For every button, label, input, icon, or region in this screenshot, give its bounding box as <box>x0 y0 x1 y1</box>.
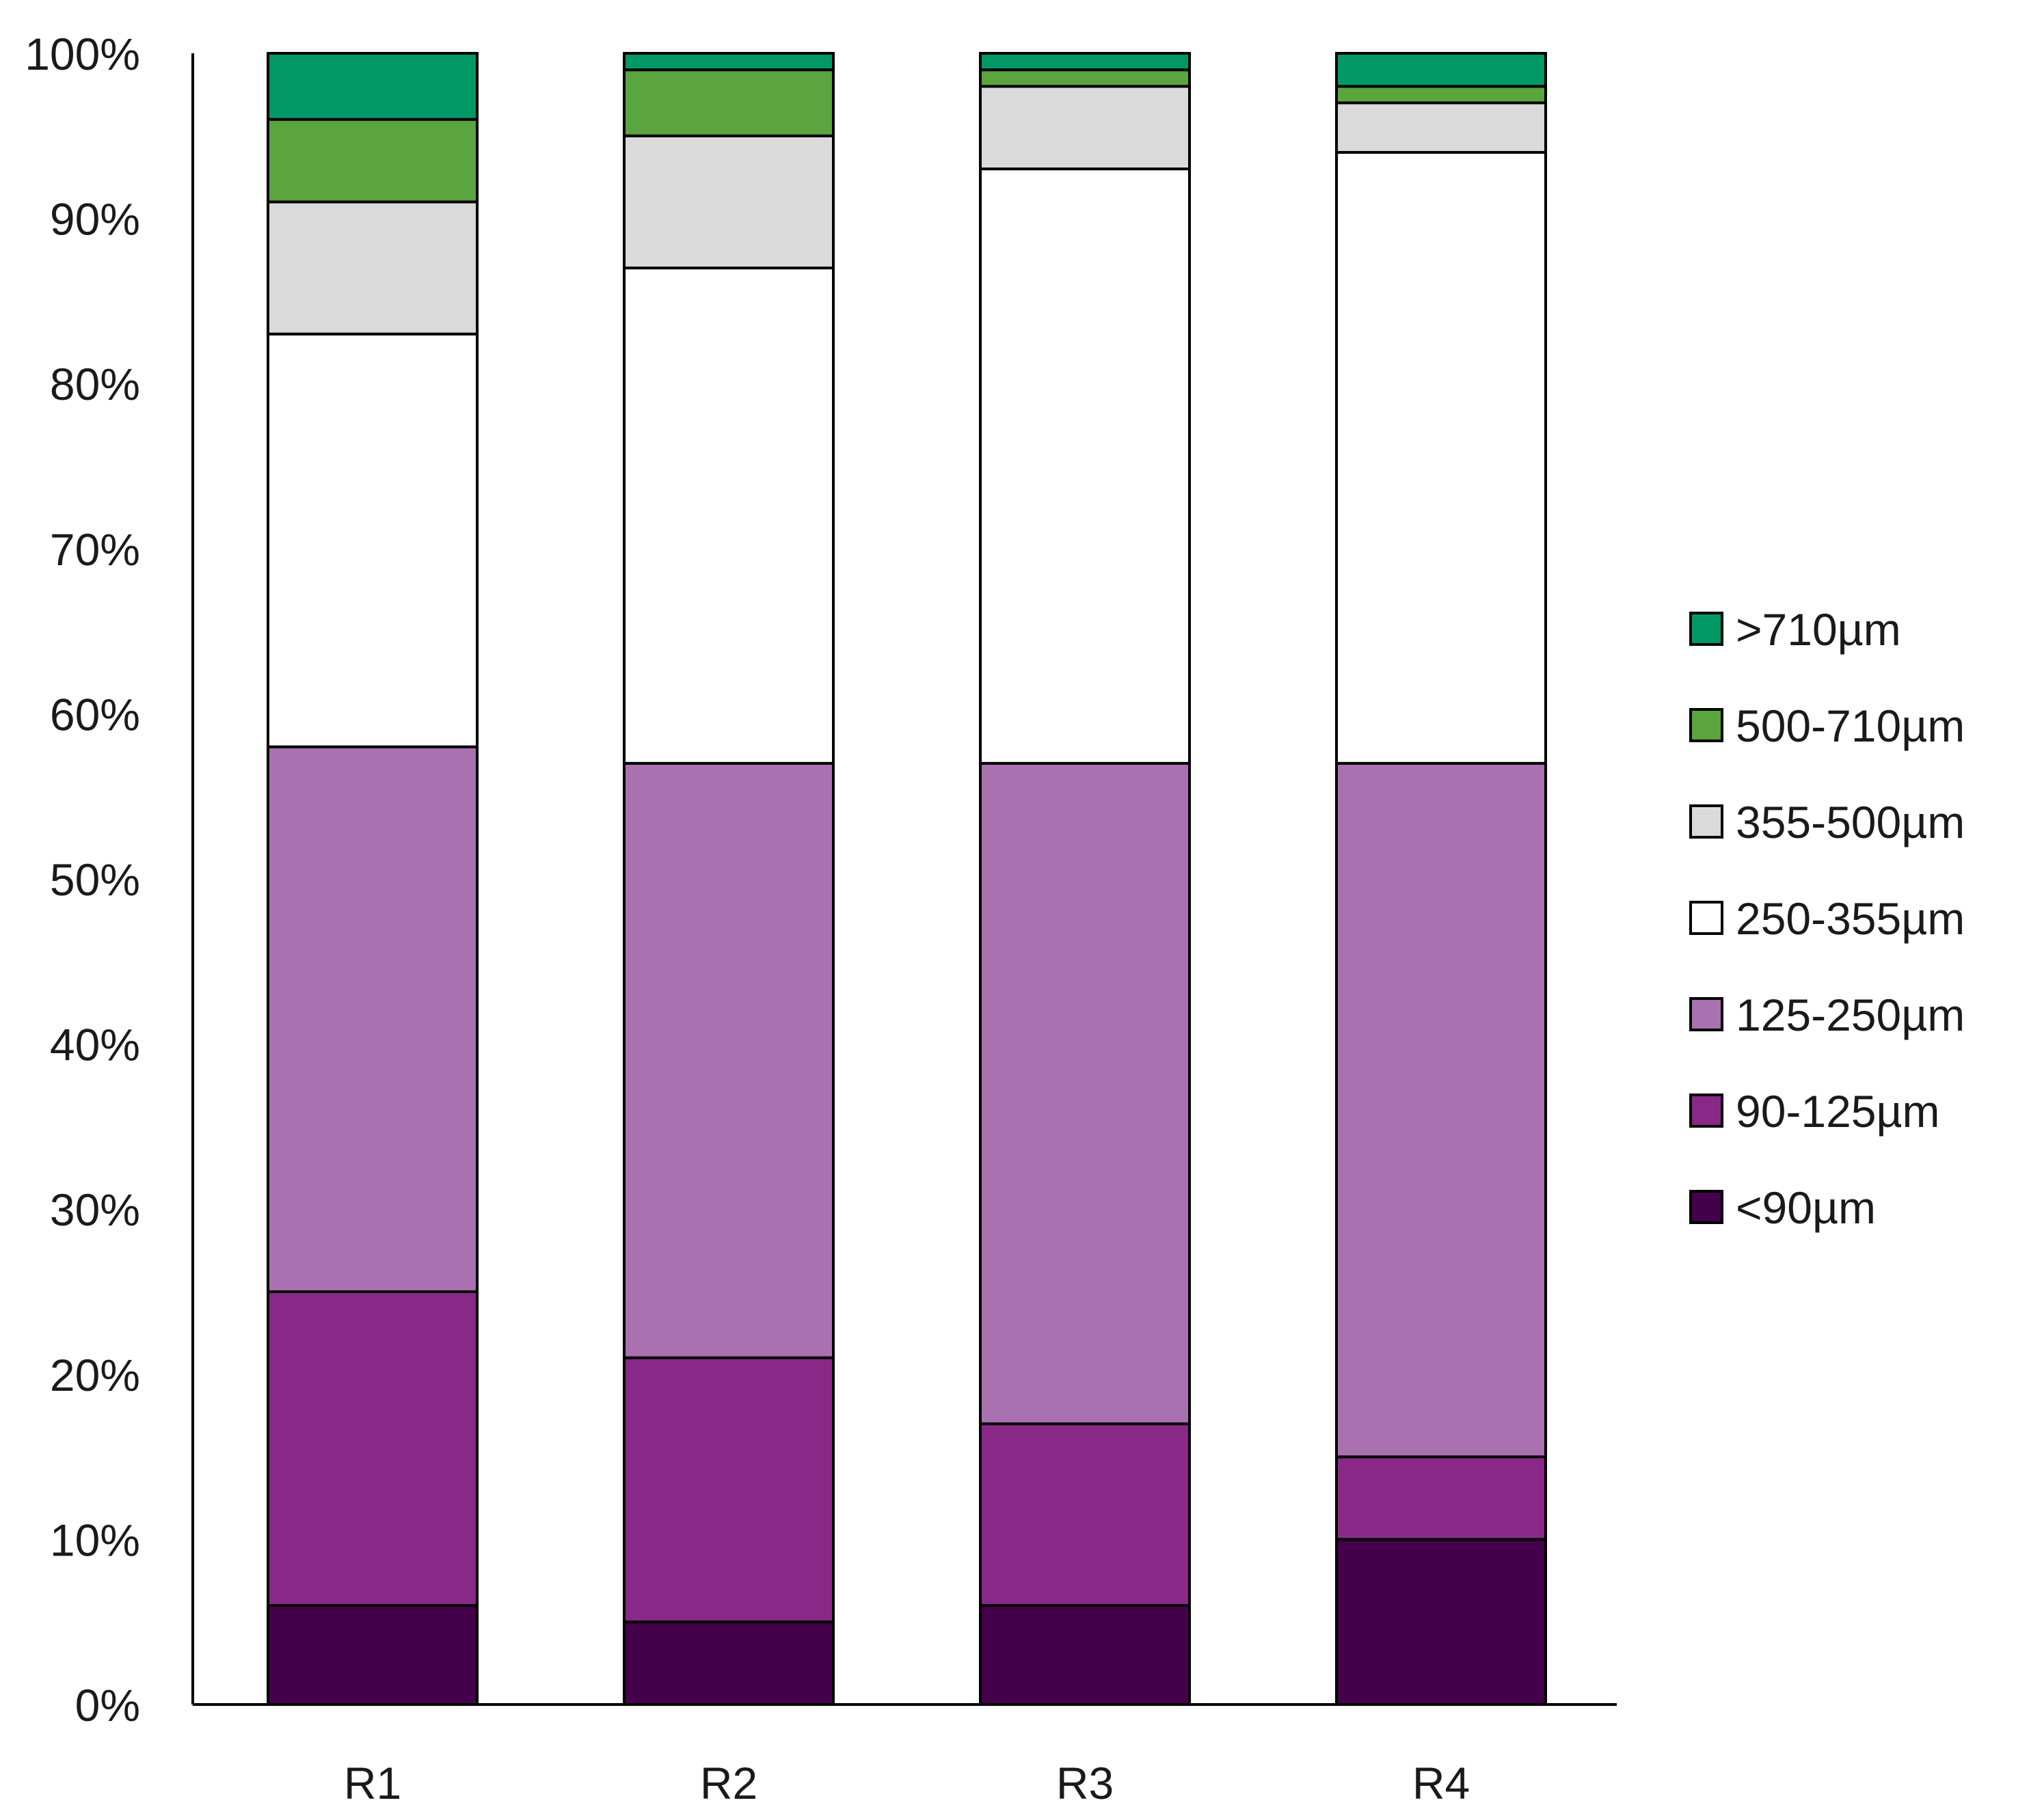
bar-segment <box>267 332 479 748</box>
legend-swatch <box>1689 997 1723 1031</box>
legend-label: <90µm <box>1736 1182 1876 1233</box>
bar-segment <box>267 1604 479 1707</box>
legend-label: 355-500µm <box>1736 797 1965 847</box>
bar-segment <box>623 52 835 72</box>
bar-segment <box>979 68 1191 88</box>
legend-item: >710µm <box>1689 604 1901 655</box>
bar-segment <box>979 1422 1191 1607</box>
bar-segment <box>267 118 479 204</box>
legend-label: 500-710µm <box>1736 701 1965 751</box>
legend-swatch <box>1689 708 1723 742</box>
y-tick-label: 50% <box>50 854 140 905</box>
bar-segment <box>1335 150 1547 765</box>
bar-segment <box>623 267 835 765</box>
bars-layer <box>267 52 1547 1707</box>
legend-swatch <box>1689 901 1723 935</box>
y-tick-label: 10% <box>50 1515 140 1565</box>
bar-segment <box>1335 52 1547 88</box>
y-tick-label: 90% <box>50 194 140 245</box>
y-tick-label: 30% <box>50 1184 140 1235</box>
x-tick-label: R4 <box>1412 1758 1470 1808</box>
legend-swatch <box>1689 804 1723 839</box>
bar-segment <box>1335 1455 1547 1541</box>
bar-segment <box>979 761 1191 1426</box>
bar-segment <box>1335 85 1547 105</box>
x-tick-label: R3 <box>1056 1758 1114 1808</box>
legend-label: >710µm <box>1736 604 1901 655</box>
legend-item: 355-500µm <box>1689 797 1965 847</box>
bar-segment <box>623 761 835 1359</box>
bar-segment <box>979 52 1191 72</box>
bar-stack-r2 <box>623 52 835 1706</box>
bar-segment <box>979 85 1191 171</box>
legend-label: 250-355µm <box>1736 893 1965 944</box>
y-tick-label: 40% <box>50 1020 140 1070</box>
bar-stack-r4 <box>1335 52 1547 1706</box>
bar-segment <box>267 1290 479 1607</box>
legend-label: 125-250µm <box>1736 990 1965 1040</box>
y-tick-label: 0% <box>75 1680 140 1730</box>
bar-segment <box>1335 101 1547 154</box>
bar-stack-r1 <box>267 52 479 1707</box>
bar-segment <box>623 134 835 270</box>
y-tick-labels: 0% 10% 20% 30% 40% 50% 60% 70% 80% 90% 100% <box>25 29 140 1730</box>
x-tick-label: R1 <box>344 1758 401 1808</box>
bar-segment <box>1335 1538 1547 1706</box>
legend-item: 125-250µm <box>1689 990 1965 1040</box>
y-tick-label: 60% <box>50 689 140 739</box>
bar-segment <box>979 167 1191 765</box>
legend: >710µm 500-710µm 355-500µm 250-355µm 125-250… <box>1689 604 1965 1233</box>
bar-segment <box>623 1620 835 1706</box>
legend-item: 250-355µm <box>1689 893 1965 944</box>
bar-stack-r3 <box>979 52 1191 1707</box>
y-tick-label: 100% <box>25 29 140 79</box>
legend-item: 500-710µm <box>1689 701 1965 751</box>
y-tick-label: 70% <box>50 524 140 575</box>
bar-segment <box>267 200 479 336</box>
legend-item: <90µm <box>1689 1182 1876 1233</box>
legend-swatch <box>1689 612 1723 646</box>
legend-swatch <box>1689 1094 1723 1128</box>
bar-segment <box>623 68 835 137</box>
y-tick-label: 80% <box>50 359 140 409</box>
bar-segment <box>267 52 479 121</box>
bar-segment <box>623 1356 835 1624</box>
bar-segment <box>267 745 479 1293</box>
legend-label: 90-125µm <box>1736 1086 1940 1137</box>
bar-segment <box>979 1604 1191 1707</box>
x-tick-labels: R1 R2 R3 R4 <box>344 1758 1470 1808</box>
x-tick-label: R2 <box>700 1758 757 1808</box>
bar-segment <box>1335 761 1547 1458</box>
y-tick-label: 20% <box>50 1350 140 1400</box>
axes-layer <box>191 53 1617 1706</box>
legend-swatch <box>1689 1190 1723 1224</box>
legend-item: 90-125µm <box>1689 1086 1940 1137</box>
